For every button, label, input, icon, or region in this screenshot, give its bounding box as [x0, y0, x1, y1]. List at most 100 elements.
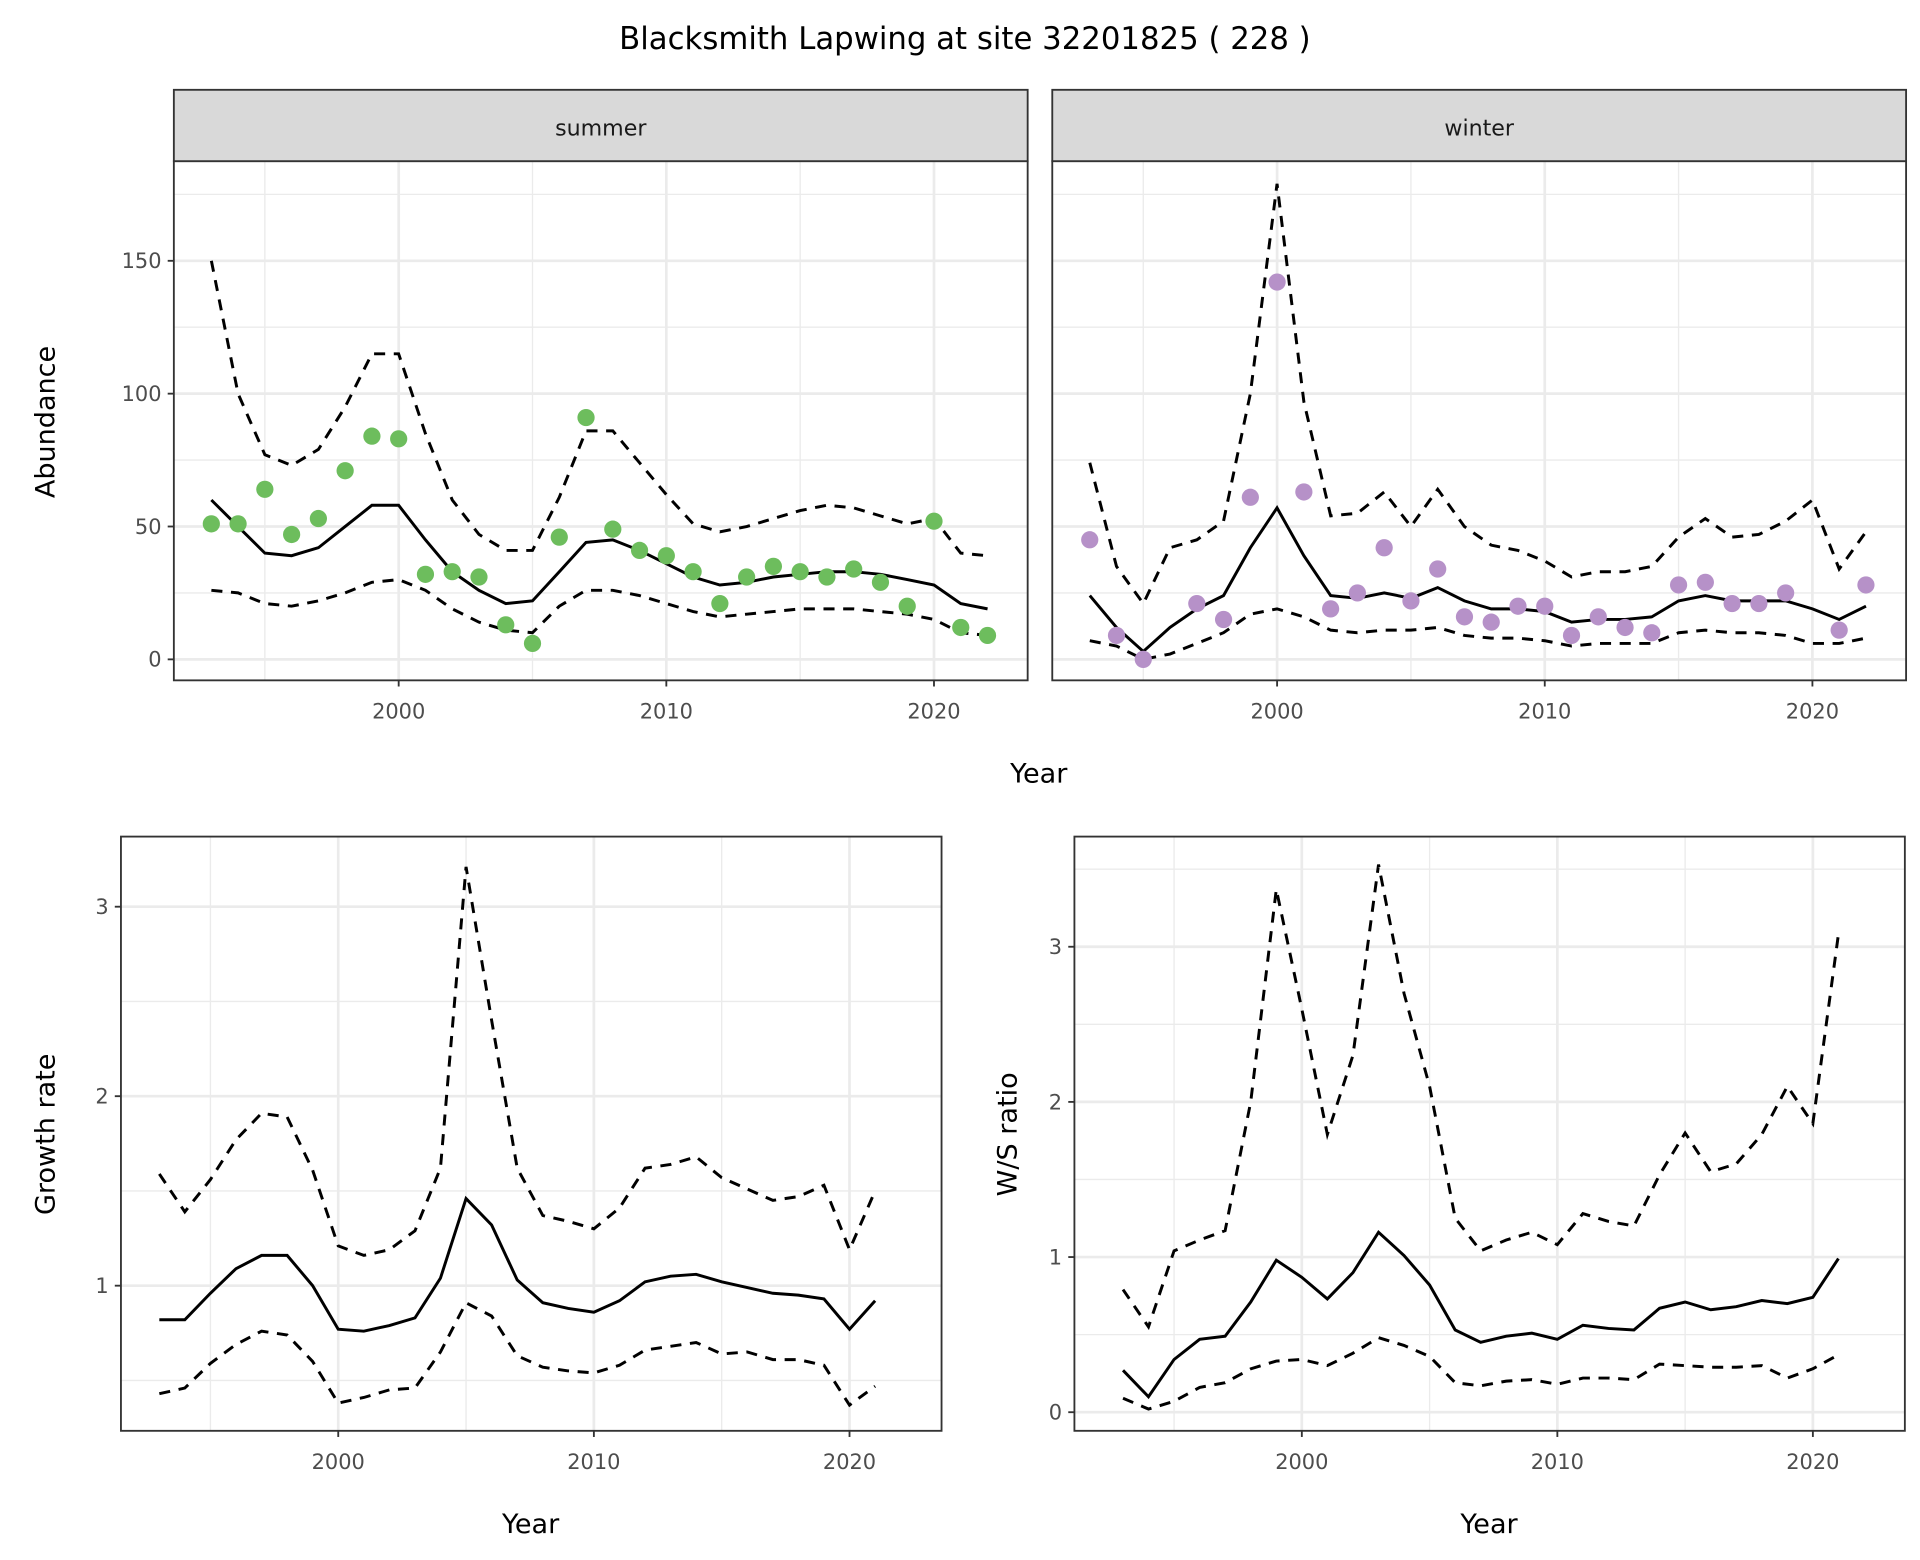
x-tick-label: 2010 [567, 1450, 620, 1474]
mean-line [159, 1195, 877, 1333]
y-tick-label: 150 [122, 249, 162, 273]
data-point [1188, 594, 1206, 613]
data-point [1509, 597, 1527, 615]
data-point [1536, 597, 1554, 615]
data-point [1482, 613, 1500, 631]
upper-bound-line [1121, 864, 1840, 1331]
chart-title: Blacksmith Lapwing at site 32201825 ( 22… [619, 21, 1311, 57]
mean-line [1088, 505, 1867, 654]
data-point [550, 528, 568, 546]
data-point [1402, 592, 1420, 610]
facet-strip [1051, 88, 1908, 163]
data-point [1616, 618, 1634, 637]
data-point [202, 515, 220, 533]
ratio-panel: 2000 2010 2020 0 1 2 3 [1049, 835, 1906, 1474]
data-point [952, 618, 970, 637]
data-point [1322, 600, 1340, 618]
top-y-axis-label: Abundance [31, 346, 62, 498]
y-tick-label: 3 [1049, 935, 1062, 959]
data-point [791, 563, 809, 581]
lower-bound-line [1089, 607, 1867, 661]
panel-border [1073, 835, 1906, 1432]
ratio-x-axis-label: Year [1459, 1509, 1518, 1540]
x-tick-label: 2000 [312, 1450, 365, 1474]
top-x-axis-label: Year [1009, 758, 1068, 789]
lower-bound-line [159, 1300, 876, 1408]
upper-bound-line [1088, 183, 1868, 607]
y-tick-label: 1 [95, 1274, 108, 1298]
data-point [497, 616, 515, 634]
data-point [1643, 624, 1661, 642]
data-point [1214, 610, 1233, 629]
y-tick-label: 0 [148, 648, 161, 672]
panel-border [1051, 160, 1908, 682]
data-point [309, 509, 327, 528]
x-tick-label: 2000 [1275, 1450, 1328, 1474]
x-tick-label: 2010 [1531, 1450, 1584, 1474]
winter-panel: winter 2000 2010 2020 [1051, 88, 1908, 723]
data-point [1777, 584, 1795, 602]
data-point [978, 626, 997, 645]
data-point [1750, 594, 1768, 613]
data-point [1455, 608, 1474, 626]
y-tick-label: 2 [95, 1085, 108, 1109]
data-point [604, 520, 622, 538]
x-tick-label: 2020 [823, 1450, 876, 1474]
data-point [845, 560, 863, 578]
lower-bound-line [211, 578, 988, 637]
y-tick-label: 0 [1049, 1401, 1062, 1425]
data-point [336, 462, 354, 480]
growth-x-axis-label: Year [501, 1509, 560, 1540]
facet-strip [172, 88, 1029, 163]
lower-bound-line [1122, 1336, 1840, 1411]
data-point [871, 573, 890, 591]
x-tick-label: 2020 [1786, 699, 1839, 723]
upper-bound-line [209, 260, 988, 558]
data-point [1375, 539, 1393, 557]
growth-panel: 2000 2010 2020 1 2 3 [95, 835, 943, 1474]
data-point [925, 512, 943, 530]
data-point [684, 563, 702, 581]
data-point [283, 525, 301, 544]
panel-border [120, 835, 943, 1432]
data-point [818, 568, 836, 586]
summer-panel: summer 2000 2010 2020 0 50 100 150 [122, 88, 1029, 723]
y-tick-label: 2 [1049, 1090, 1062, 1114]
upper-bound-line [158, 866, 877, 1257]
data-point [764, 557, 783, 575]
data-point [1696, 573, 1714, 591]
data-point [1295, 483, 1313, 501]
data-point [1348, 584, 1367, 602]
x-tick-label: 2020 [1786, 1450, 1839, 1474]
x-tick-label: 2010 [1518, 699, 1571, 723]
data-point [363, 427, 381, 445]
data-point [229, 515, 247, 533]
data-point [1857, 576, 1875, 594]
ratio-y-axis-label: W/S ratio [993, 1072, 1024, 1196]
data-point [898, 597, 916, 615]
data-point [711, 594, 729, 613]
data-point [523, 634, 542, 653]
data-point [1107, 626, 1126, 645]
data-point [1241, 488, 1259, 506]
data-point [1669, 576, 1688, 594]
x-tick-label: 2010 [640, 699, 693, 723]
y-tick-label: 1 [1049, 1245, 1062, 1269]
data-point [1081, 531, 1099, 549]
facet-strip-label: summer [555, 115, 647, 141]
data-point [1589, 608, 1607, 626]
data-point [1723, 594, 1741, 613]
y-tick-label: 100 [122, 382, 162, 406]
x-tick-label: 2000 [1250, 699, 1303, 723]
data-point [738, 568, 756, 586]
mean-line [1121, 1229, 1840, 1400]
y-tick-label: 3 [95, 895, 108, 919]
data-point [1429, 560, 1447, 578]
y-tick-label: 50 [135, 515, 162, 539]
data-point [1562, 626, 1581, 645]
data-point [630, 541, 649, 560]
data-point [470, 568, 488, 586]
data-point [1268, 273, 1286, 291]
data-point [390, 430, 408, 448]
